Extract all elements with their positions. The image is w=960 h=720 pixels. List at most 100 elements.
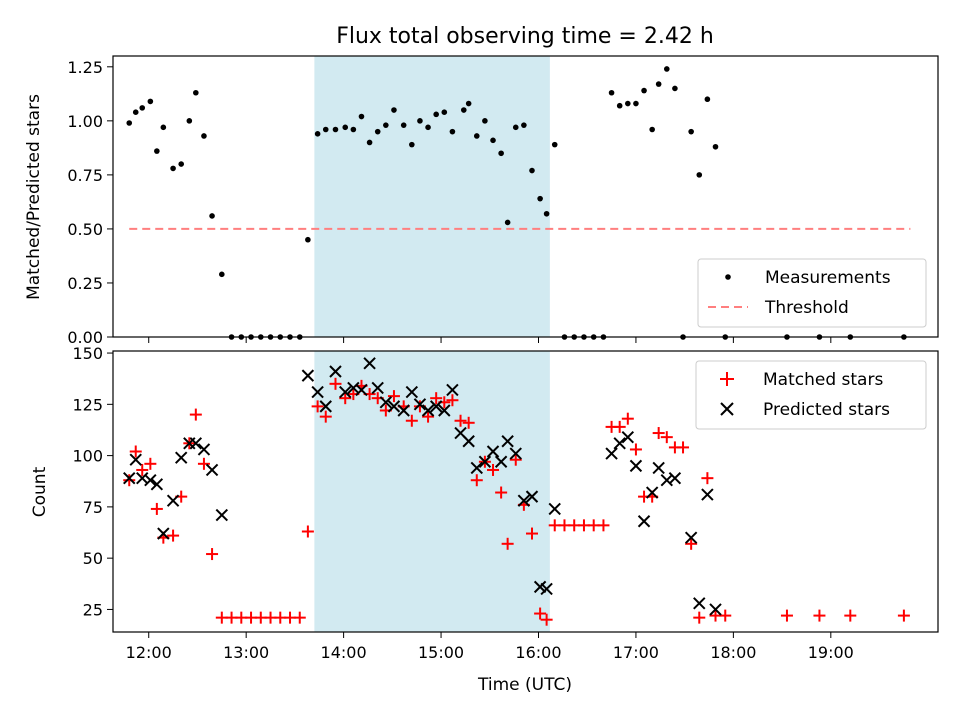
predicted-star-point: [701, 488, 714, 501]
matched-star-point: [897, 609, 910, 622]
matched-star-point: [487, 463, 500, 476]
matched-star-point: [677, 441, 690, 454]
predicted-star-point: [215, 508, 229, 522]
measurement-point: [417, 118, 423, 124]
predicted-star-point: [709, 603, 722, 616]
y-tick-label: 0.50: [67, 220, 103, 239]
matched-star-point: [189, 408, 202, 421]
measurement-point: [537, 195, 543, 202]
count-plot-frame: [112, 350, 939, 633]
measurement-point: [219, 271, 225, 278]
predicted-star-point: [446, 383, 459, 397]
predicted-star-point: [486, 445, 500, 458]
measurement-points: [126, 66, 907, 340]
measurement-point: [655, 81, 662, 87]
ratio-panel: 0.00 0.25 0.50 0.75 1.00 1.25 Matched/Predict…: [24, 55, 939, 347]
x-tick-label: 16:00: [515, 643, 561, 662]
predicted-star-point: [629, 459, 643, 473]
matched-star-point: [844, 609, 857, 622]
matched-star-point: [629, 443, 642, 456]
count-points: [123, 357, 910, 626]
measurement-point: [425, 124, 431, 131]
measurement-point: [441, 109, 448, 115]
predicted-star-point: [613, 437, 626, 450]
measurement-point: [186, 118, 193, 124]
matched-star-point: [206, 548, 219, 561]
measurement-point: [460, 107, 467, 113]
legend-measurement-dot: [725, 274, 731, 280]
measurement-point: [512, 124, 519, 131]
predicted-star-point: [652, 461, 665, 475]
predicted-star-point: [668, 471, 682, 485]
matched-star-point: [311, 400, 324, 413]
predicted-star-point: [387, 400, 401, 413]
measurement-point: [160, 124, 167, 131]
predicted-star-point: [501, 435, 514, 448]
y-tick-label: 0.00: [67, 328, 103, 347]
predicted-star-point: [421, 404, 435, 417]
measurement-point: [608, 89, 615, 96]
predicted-star-point: [621, 430, 635, 444]
measurement-point: [688, 128, 694, 135]
matched-star-point: [144, 457, 157, 470]
count-legend-box: [695, 360, 927, 430]
predicted-star-point: [175, 451, 188, 464]
measurement-point: [322, 126, 329, 133]
count-y-ticks: 25 50 75 100 125 150: [72, 344, 113, 619]
matched-star-point: [150, 502, 163, 515]
y-tick-label: 1.00: [67, 112, 103, 131]
measurement-point: [170, 165, 176, 172]
matched-star-point: [540, 613, 553, 626]
matched-star-point: [780, 609, 793, 622]
matched-star-point: [387, 390, 400, 403]
predicted-star-point: [166, 494, 180, 507]
predicted-star-point: [548, 502, 561, 516]
y-tick-label: 50: [83, 549, 103, 568]
predicted-star-point: [339, 385, 352, 399]
measurement-point: [504, 219, 511, 226]
legend-measurements-label: Measurements: [765, 268, 891, 288]
chart-title: Flux total observing time = 2.42 h: [336, 24, 714, 49]
matched-star-point: [136, 463, 149, 476]
matched-star-point: [339, 392, 352, 405]
x-tick-label: 12:00: [126, 643, 172, 662]
count-y-axis-label: Count: [30, 466, 50, 517]
x-tick-label: 13:00: [223, 643, 269, 662]
predicted-star-point: [301, 369, 315, 382]
predicted-star-point: [405, 385, 419, 399]
x-tick-label: 18:00: [710, 643, 756, 662]
predicted-star-point: [429, 400, 443, 413]
matched-star-point: [462, 416, 475, 429]
matched-star-point: [454, 414, 467, 427]
predicted-star-point: [319, 400, 332, 413]
legend-predicted-label: Predicted stars: [763, 400, 890, 420]
matched-star-point: [685, 537, 698, 550]
predicted-star-point: [355, 383, 368, 397]
measurement-point: [400, 122, 407, 128]
matched-star-point: [495, 486, 508, 499]
measurement-point: [139, 105, 146, 111]
predicted-star-point: [478, 455, 492, 468]
measurement-point: [616, 102, 623, 109]
measurement-point: [126, 120, 133, 126]
count-panel: 12:00 13:00 14:00 15:00 16:00 17:00 18:00 19:00…: [30, 344, 939, 695]
predicted-star-point: [311, 385, 324, 399]
x-tick-label: 19:00: [808, 643, 854, 662]
matched-star-point: [430, 392, 443, 405]
y-tick-label: 0.25: [67, 274, 103, 293]
matched-star-point: [701, 472, 714, 485]
predicted-star-point: [540, 582, 553, 596]
ratio-legend: Measurements Threshold: [697, 258, 927, 328]
matched-star-point: [652, 427, 665, 440]
measurement-point: [641, 87, 647, 94]
count-legend: Matched stars Predicted stars: [695, 360, 927, 430]
matched-star-point: [509, 453, 522, 466]
predicted-star-point: [189, 437, 203, 450]
predicted-star-point: [397, 404, 410, 417]
matched-star-point: [293, 611, 306, 624]
measurement-point: [409, 141, 415, 148]
count-x-ticks: 12:00 13:00 14:00 15:00 16:00 17:00 18:00 19:00: [126, 632, 854, 662]
predicted-star-point: [684, 531, 698, 544]
measurement-point: [521, 122, 527, 128]
